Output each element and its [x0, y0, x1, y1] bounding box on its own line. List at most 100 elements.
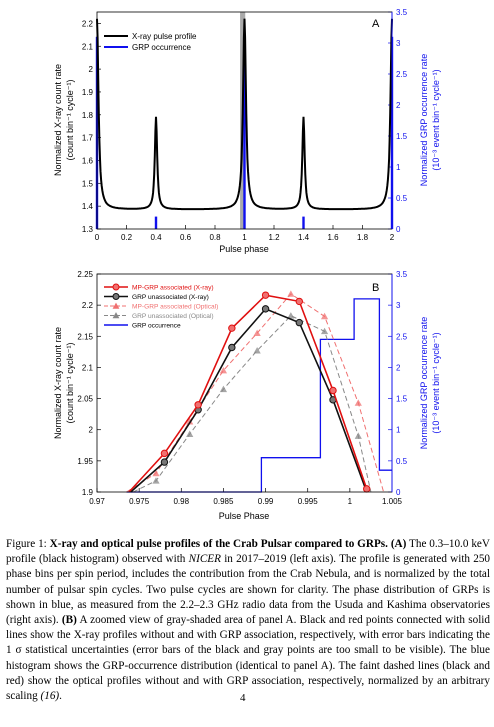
grp-bar [243, 36, 246, 229]
legend-label: GRP unassociated (Optical) [132, 313, 214, 320]
y-tick-label-left: 1.3 [82, 225, 94, 234]
figure-caption: Figure 1: X-ray and optical pulse profil… [6, 538, 491, 703]
data-point [186, 430, 194, 437]
y-tick-label-right: 1.5 [396, 395, 408, 404]
y-axis-right-label: Normalized GRP occurrence rate [419, 317, 429, 449]
data-point [287, 290, 295, 297]
series-line-grp-unassociated-optical [132, 315, 372, 493]
y-tick-label-right: 2 [396, 363, 401, 372]
data-point [261, 291, 270, 299]
data-point [253, 329, 261, 337]
y-tick-label-right: 3.5 [396, 8, 408, 17]
data-point [219, 385, 228, 393]
y-tick-label-left: 2 [89, 65, 94, 74]
page-number: 4 [240, 692, 246, 704]
xray-pulse-profile-line [96, 18, 393, 211]
y-tick-label-left: 1.9 [82, 88, 94, 97]
y-tick-label-right: 2 [396, 101, 401, 110]
y-tick-label-left: 2.25 [77, 270, 93, 279]
y-tick-label-left: 2.1 [82, 42, 94, 51]
x-tick-label: 0 [95, 233, 100, 242]
y-axis-right-label: Normalized GRP occurrence rate [419, 54, 429, 186]
figure: 0 0.2 0.4 0.6 0.8 1 1.2 1.4 1.6 1.8 2 1.3 1.4 1.5 1.6… [53, 8, 441, 521]
x-tick-label: 0.2 [121, 233, 133, 242]
data-point [186, 418, 194, 425]
x-tick-label: 0.97 [89, 497, 105, 506]
y-tick-label-right: 3 [396, 301, 401, 310]
series-group [126, 290, 392, 493]
x-tick-label: 0.98 [173, 497, 189, 506]
data-point [320, 312, 329, 320]
legend-label: MP-GRP associated (Optical) [132, 304, 218, 311]
y-axis-left-ticks: 1.9 1.95 2 2.05 2.1 2.15 2.2 2.25 [77, 270, 101, 497]
x-axis-ticks: 0 0.2 0.4 0.6 0.8 1 1.2 1.4 1.6 1.8 2 [95, 225, 395, 242]
y-tick-label-right: 1 [396, 163, 401, 172]
y-tick-label-left: 1.5 [82, 179, 94, 188]
panel-b: 0.97 0.975 0.98 0.985 0.99 0.995 1 1.005 1.91.9… [53, 270, 441, 521]
data-point [160, 449, 169, 458]
x-tick-label: 0.8 [209, 233, 221, 242]
series-line-grp-unassociated-x-ray [130, 307, 368, 493]
x-tick-label: 0.99 [258, 497, 274, 506]
grp-occurrence-histogram [95, 36, 394, 229]
legend-marker [112, 312, 120, 319]
y-axis-left-label: Normalized X-ray count rate [53, 64, 63, 176]
caption-citation: (16) [40, 690, 60, 703]
y-tick-label-left: 2.05 [77, 395, 93, 404]
x-tick-label: 1.6 [327, 233, 339, 242]
data-point [354, 399, 362, 406]
grp-bar [154, 216, 158, 229]
y-axis-left-ticks: 1.3 1.4 1.5 1.6 1.7 1.8 1.9 2 2.1 2.2 [82, 19, 101, 234]
caption-panel-a-label: (A) [390, 538, 407, 550]
y-tick-label-left: 1.4 [82, 202, 94, 211]
data-point [363, 485, 371, 493]
panel-label: B [372, 282, 379, 294]
series-line-mp-grp-associated-x-ray [128, 294, 368, 493]
legend: X-ray pulse profile GRP occurrence [104, 32, 197, 52]
data-point [160, 458, 169, 466]
data-point [329, 386, 337, 395]
y-tick-label-right: 0.5 [396, 457, 408, 466]
caption-figure-label: Figure 1: [6, 538, 47, 550]
caption-panel-b-label: (B) [61, 614, 77, 627]
legend-label: GRP unassociated (X-ray) [132, 294, 209, 301]
panel-label: A [372, 18, 380, 30]
data-point [354, 432, 362, 439]
legend-label: GRP occurrence [132, 323, 181, 330]
y-tick-label-left: 2 [89, 426, 94, 435]
x-axis-label: Pulse Phase [219, 511, 270, 521]
data-point [261, 305, 270, 313]
x-tick-label: 0.975 [129, 497, 150, 506]
x-tick-label: 1 [348, 497, 353, 506]
grp-bar [302, 216, 305, 229]
y-tick-label-right: 0.5 [396, 194, 408, 203]
data-point [194, 401, 202, 409]
y-tick-label-left: 2.15 [77, 332, 93, 341]
data-point [320, 327, 329, 335]
data-point [228, 324, 236, 332]
y-tick-label-right: 3 [396, 39, 401, 48]
y-tick-label-left: 2.1 [82, 363, 94, 372]
grp-occurrence-histogram [126, 298, 392, 493]
y-tick-label-left: 1.95 [77, 457, 93, 466]
y-axis-left-unit: (count bin⁻¹ cycle⁻¹) [65, 342, 75, 423]
x-tick-label: 1.8 [357, 233, 369, 242]
legend: MP-GRP associated (X-ray) GRP unassociate… [104, 283, 218, 330]
legend-marker [112, 302, 120, 309]
x-tick-label: 0.985 [213, 497, 234, 506]
y-axis-left-label: Normalized X-ray count rate [53, 327, 63, 439]
x-axis-label: Pulse phase [219, 244, 269, 254]
y-tick-label-right: 2.5 [396, 70, 408, 79]
caption-title: X-ray and optical pulse profiles of the … [49, 538, 388, 550]
panel-a: 0 0.2 0.4 0.6 0.8 1 1.2 1.4 1.6 1.8 2 1.3 1.4 1.5 1.6… [53, 8, 441, 254]
x-tick-label: 0.995 [298, 497, 319, 506]
y-tick-label-left: 1.6 [82, 156, 94, 165]
data-point [228, 343, 236, 352]
y-axis-right-ticks: 0 0.5 1 1.5 2 2.5 3 3.5 [388, 270, 408, 497]
y-axis-right-unit: (10⁻³ event bin⁻¹ cycle⁻¹) [431, 332, 441, 433]
data-point [295, 297, 303, 306]
data-point [152, 469, 160, 477]
x-tick-label: 2 [390, 233, 395, 242]
x-tick-label: 1.4 [298, 233, 310, 242]
x-tick-label: 1 [242, 233, 247, 242]
